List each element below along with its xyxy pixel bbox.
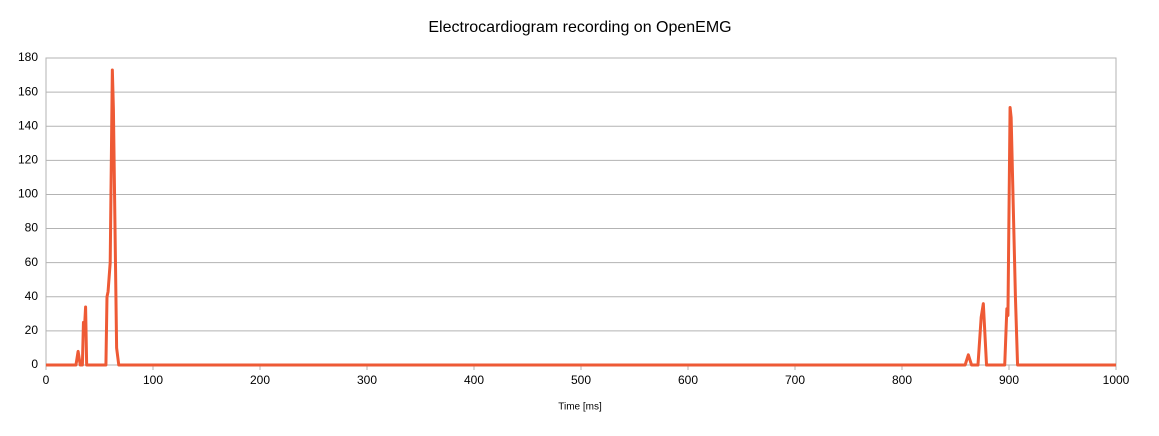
y-tick-label: 80 — [25, 221, 39, 235]
x-tick-label: 200 — [250, 373, 270, 387]
x-tick-label: 600 — [678, 373, 698, 387]
x-tick-label: 1000 — [1103, 373, 1130, 387]
y-tick-label: 20 — [25, 323, 39, 337]
y-tick-label: 140 — [18, 118, 38, 132]
plot-border — [45, 57, 1117, 366]
data-line — [46, 68, 1116, 367]
chart-title: Electrocardiogram recording on OpenEMG — [428, 19, 731, 36]
x-tick-label: 700 — [785, 373, 805, 387]
y-tick-label: 100 — [18, 187, 38, 201]
y-tick-label: 120 — [18, 153, 38, 167]
y-tick-label: 160 — [18, 84, 38, 98]
y-tick-label: 40 — [25, 289, 39, 303]
x-tick-label: 300 — [357, 373, 377, 387]
y-tick-label: 180 — [18, 50, 38, 64]
x-tick-label: 100 — [143, 373, 163, 387]
x-axis-label: Time [ms] — [558, 402, 602, 413]
y-tick-label: 60 — [25, 255, 39, 269]
x-tick-label: 900 — [999, 373, 1019, 387]
x-tick-label: 0 — [43, 373, 50, 387]
x-tick-label: 800 — [892, 373, 912, 387]
y-tick-label: 0 — [31, 357, 38, 371]
x-tick-label: 400 — [464, 373, 484, 387]
x-tick-label: 500 — [571, 373, 591, 387]
